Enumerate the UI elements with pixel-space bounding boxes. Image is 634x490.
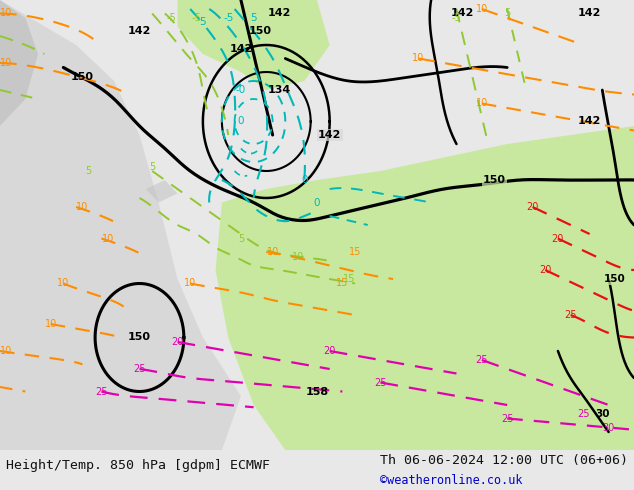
Text: 25: 25 (564, 310, 577, 320)
Text: 10: 10 (0, 58, 13, 68)
Text: 10: 10 (266, 247, 279, 257)
Text: 25: 25 (577, 409, 590, 419)
Text: 142: 142 (128, 26, 151, 36)
Polygon shape (178, 0, 330, 90)
Text: 142: 142 (318, 130, 341, 140)
Text: 142: 142 (268, 8, 290, 19)
Text: Th 06-06-2024 12:00 UTC (06+06): Th 06-06-2024 12:00 UTC (06+06) (380, 454, 628, 466)
Text: 10: 10 (0, 8, 13, 19)
Text: 5: 5 (149, 162, 155, 172)
Text: 142: 142 (578, 8, 601, 19)
Text: 0: 0 (314, 197, 320, 207)
Text: 30: 30 (595, 409, 609, 419)
Text: 5: 5 (250, 13, 257, 23)
Text: 30: 30 (602, 422, 615, 433)
Text: 150: 150 (604, 274, 626, 284)
Text: 20: 20 (171, 337, 184, 347)
Text: 25: 25 (95, 387, 108, 396)
Text: 25: 25 (501, 414, 514, 423)
Text: 0: 0 (301, 175, 307, 185)
Text: 10: 10 (476, 98, 488, 108)
Text: -5: -5 (191, 13, 202, 23)
Text: 5: 5 (238, 234, 244, 244)
Polygon shape (0, 0, 241, 450)
Text: 25: 25 (133, 364, 146, 374)
Text: -5: -5 (451, 13, 462, 23)
Polygon shape (0, 0, 38, 126)
Text: 10: 10 (0, 346, 13, 356)
Text: ©weatheronline.co.uk: ©weatheronline.co.uk (380, 473, 523, 487)
Text: 15: 15 (349, 247, 361, 257)
Text: 20: 20 (526, 202, 539, 212)
Text: 15: 15 (342, 274, 355, 284)
Text: 150: 150 (128, 333, 151, 343)
Text: 10: 10 (101, 234, 114, 244)
Text: 20: 20 (323, 346, 336, 356)
Text: 142: 142 (451, 8, 474, 19)
Text: 20: 20 (539, 265, 552, 275)
Polygon shape (216, 126, 634, 450)
Text: 10: 10 (292, 251, 304, 262)
Text: 10: 10 (44, 319, 57, 329)
Text: 10: 10 (184, 278, 197, 289)
Text: 142: 142 (230, 45, 252, 54)
Text: 142: 142 (578, 117, 601, 126)
Text: 10: 10 (57, 278, 70, 289)
Text: 5: 5 (200, 18, 206, 27)
Text: 20: 20 (552, 234, 564, 244)
Text: 15: 15 (336, 278, 349, 289)
Text: 25: 25 (374, 377, 387, 388)
Text: Height/Temp. 850 hPa [gdpm] ECMWF: Height/Temp. 850 hPa [gdpm] ECMWF (6, 459, 270, 472)
Text: 150: 150 (71, 72, 94, 81)
Text: -5: -5 (166, 13, 176, 23)
Text: 10: 10 (412, 53, 425, 64)
Text: 5: 5 (86, 166, 92, 176)
Text: 5: 5 (504, 8, 510, 19)
Text: 0: 0 (238, 117, 244, 126)
Text: 150: 150 (249, 26, 271, 36)
Text: 134: 134 (268, 85, 290, 95)
Text: 158: 158 (306, 387, 328, 396)
Text: 25: 25 (476, 355, 488, 365)
Text: -5: -5 (223, 13, 233, 23)
Text: 150: 150 (483, 175, 506, 185)
Text: 10: 10 (76, 202, 89, 212)
Text: 10: 10 (476, 4, 488, 14)
Text: -0: -0 (236, 85, 246, 95)
Polygon shape (146, 180, 178, 202)
